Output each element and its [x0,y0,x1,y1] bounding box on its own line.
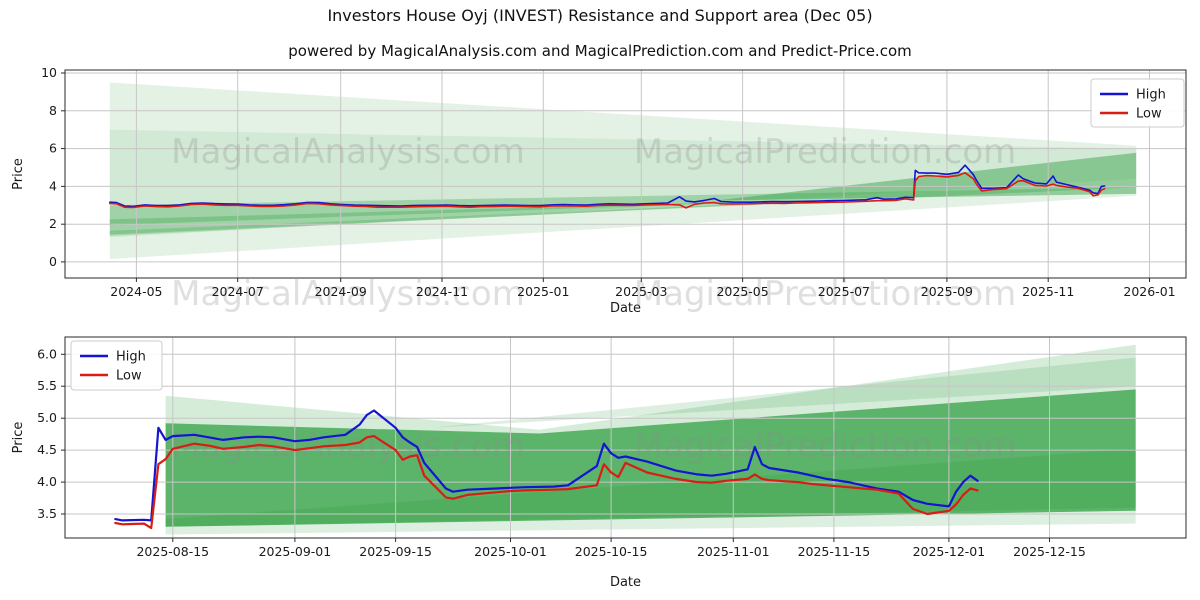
gridlines [65,337,1186,538]
support-resistance-band [109,187,1137,235]
y-axis-label: Price [11,422,26,454]
chart-1-plot [64,69,1187,279]
figure-subtitle: powered by MagicalAnalysis.com and Magic… [288,42,912,60]
legend-box [1090,78,1185,128]
watermark-text: MagicalPrediction.com [634,426,1017,466]
x-tick-label: 2025-10-15 [575,544,648,559]
legend-label-low: Low [1136,107,1162,122]
legend: High Low [1090,78,1185,128]
axis-ticks: 2025-08-15 2025-09-01 2025-09-15 2025-10-01… [37,346,1086,559]
series-line-high [114,409,979,522]
support-resistance-band [165,448,1136,527]
x-tick-label: 2025-07 [818,284,870,299]
plot-frame [64,336,1187,539]
x-tick-label: 2025-10-01 [474,544,547,559]
y-tick-label: 4.5 [37,442,57,457]
y-tick-label: 0 [49,254,57,269]
x-tick-label: 2025-11-15 [798,544,871,559]
axis-ticks: 2024-05 2024-07 2024-09 2024-11 2025-01 2025-… [41,65,1176,299]
y-axis-label: Price [11,158,26,190]
x-tick-label: 2025-09-01 [259,544,332,559]
y-tick-label: 8 [49,103,57,118]
legend-box [70,340,163,391]
x-tick-label: 2026-01 [1123,284,1175,299]
y-tick-label: 4 [49,178,57,193]
support-resistance-band [716,152,1137,201]
support-resistance-band [431,357,1136,428]
series-line-low [114,435,979,530]
x-tick-label: 2025-09-15 [359,544,432,559]
x-tick-label: 2025-01 [517,284,569,299]
x-tick-label: 2025-08-15 [136,544,209,559]
y-tick-label: 5.0 [37,410,57,425]
series-line-high [109,164,1106,208]
support-resistance-band [165,344,1136,434]
y-tick-label: 6 [49,141,57,156]
y-tick-label: 3.5 [37,506,57,521]
chart-1-overlay: 2024-05 2024-07 2024-09 2024-11 2025-01 2025-… [11,65,1185,316]
gridlines [65,70,1186,278]
x-tick-label: 2024-05 [110,284,162,299]
chart-2-overlay: 2025-08-15 2025-09-01 2025-09-15 2025-10-01… [11,340,1086,590]
x-axis-label: Date [610,301,641,316]
watermark-text: MagicalPrediction.com [634,132,1017,172]
watermark-text: MagicalAnalysis.com [171,132,525,172]
x-tick-label: 2025-12-01 [913,544,986,559]
series-line-low [109,172,1106,209]
watermark-layer: MagicalAnalysis.com MagicalPrediction.com… [171,132,1016,466]
y-tick-label: 10 [41,65,57,80]
watermark-text: MagicalPrediction.com [634,274,1017,314]
x-tick-label: 2025-03 [615,284,667,299]
x-tick-label: 2024-11 [416,284,468,299]
support-resistance-band [109,201,818,236]
x-tick-label: 2025-11-01 [697,544,770,559]
support-resistance-band [109,82,1137,260]
y-tick-label: 2 [49,216,57,231]
x-axis-label: Date [610,575,641,590]
y-tick-label: 5.5 [37,378,57,393]
x-tick-label: 2025-05 [716,284,768,299]
x-tick-label: 2024-07 [212,284,264,299]
support-resistance-band [109,129,1137,238]
legend-label-high: High [1136,88,1166,103]
support-resistance-band [109,199,818,226]
legend: High Low [70,340,163,391]
plot-frame [64,69,1187,279]
legend-label-high: High [116,350,146,365]
y-tick-label: 4.0 [37,474,57,489]
watermark-text: MagicalAnalysis.com [171,274,525,314]
figure-title: Investors House Oyj (INVEST) Resistance … [327,6,873,25]
y-tick-label: 6.0 [37,346,57,361]
x-tick-label: 2024-09 [315,284,367,299]
legend-label-low: Low [116,369,142,384]
x-tick-label: 2025-09 [921,284,973,299]
support-resistance-band [165,510,1136,535]
x-tick-label: 2025-12-15 [1013,544,1086,559]
x-tick-label: 2025-11 [1022,284,1074,299]
